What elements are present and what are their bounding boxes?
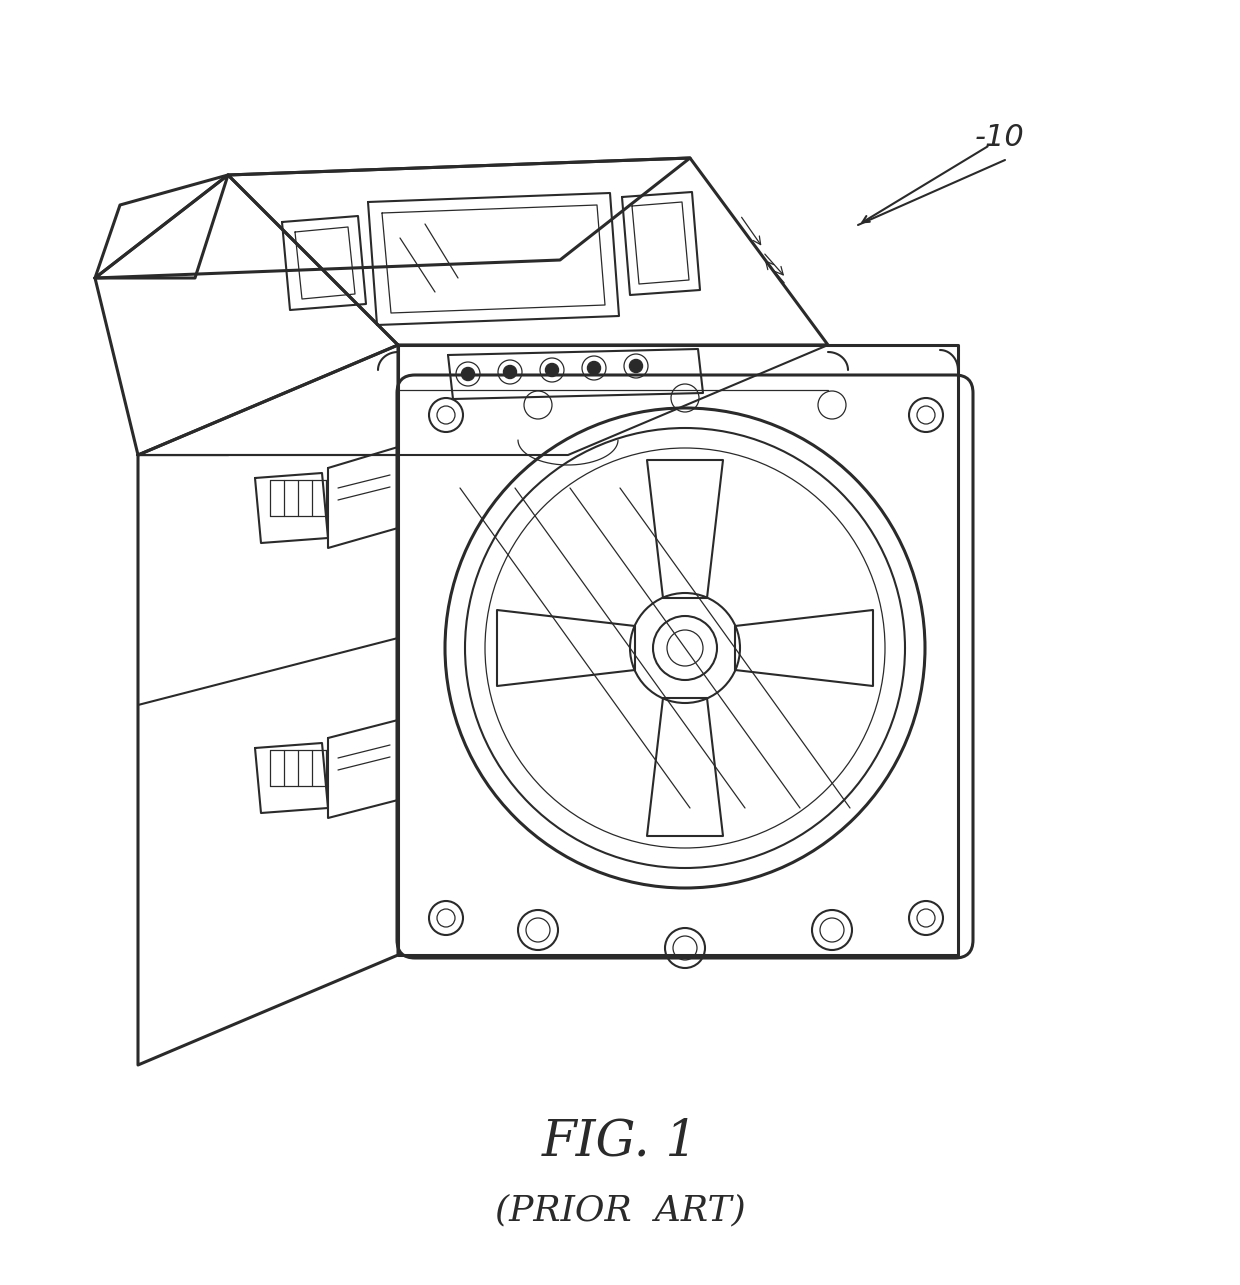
Circle shape [630, 360, 642, 373]
Circle shape [588, 361, 600, 375]
Circle shape [461, 368, 475, 380]
Text: (PRIOR  ART): (PRIOR ART) [495, 1192, 745, 1227]
Circle shape [503, 365, 517, 379]
Text: FIG. 1: FIG. 1 [542, 1117, 698, 1167]
Circle shape [546, 364, 558, 377]
Text: -10: -10 [975, 123, 1024, 153]
